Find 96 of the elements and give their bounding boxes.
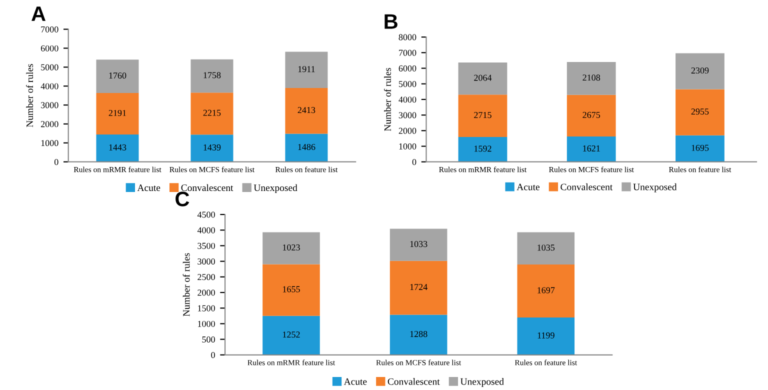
y-tick-label: 1000	[198, 320, 215, 327]
y-tick-label: 4000	[40, 83, 58, 90]
y-tick-label: 4000	[398, 96, 416, 103]
data-label: 1023	[283, 244, 300, 251]
bar	[262, 316, 320, 355]
data-label: 2955	[691, 108, 709, 115]
y-tick-label: 1000	[41, 140, 58, 146]
y-tick-label: 5000	[398, 80, 416, 88]
bar	[190, 92, 234, 135]
bar	[517, 317, 575, 355]
data-label: 1724	[410, 284, 428, 290]
y-tick-label: 6000	[398, 65, 416, 72]
y-tick-label: 0	[211, 352, 215, 358]
bar	[96, 134, 139, 162]
bar	[190, 59, 234, 93]
data-label: 2215	[203, 110, 221, 116]
legend-label: Unexposed	[254, 184, 298, 194]
legend-label: Acute	[516, 184, 540, 190]
data-label: 1695	[692, 144, 709, 151]
y-tick-label: 3500	[198, 242, 215, 249]
legend-label: Convalescent	[560, 183, 613, 190]
y-tick-label: 3000	[41, 102, 58, 108]
legend-label: Acute	[344, 378, 367, 385]
chart-title: B	[384, 14, 398, 29]
data-label: 2191	[108, 110, 126, 116]
y-tick-label: 1500	[198, 305, 215, 312]
bar	[458, 94, 508, 138]
y-tick-label: 2000	[198, 290, 215, 296]
data-label: 1443	[109, 144, 126, 150]
y-tick-label: 5000	[41, 64, 58, 70]
bar	[262, 264, 320, 316]
y-axis-title: Number of rules	[26, 64, 34, 128]
bar	[517, 264, 575, 318]
bar	[676, 89, 724, 136]
y-tick-label: 500	[202, 336, 215, 343]
y-tick-label: 4000	[197, 227, 215, 234]
data-label: 1033	[410, 240, 428, 248]
legend-label: Unexposed	[460, 378, 504, 387]
bar	[285, 88, 328, 134]
bar	[390, 260, 448, 315]
bar	[676, 53, 724, 90]
data-label: 2715	[474, 112, 492, 118]
bar	[390, 314, 448, 355]
legend-label: Convalescent	[181, 184, 234, 192]
y-axis-title: Number of rules	[384, 68, 391, 132]
y-tick-label: 7000	[41, 26, 58, 32]
bar	[190, 134, 234, 162]
chart-title: C	[176, 192, 190, 206]
data-label: 2675	[582, 112, 600, 118]
y-tick-label: 3000	[398, 112, 416, 118]
bar	[285, 134, 328, 162]
data-label: 2064	[474, 74, 492, 81]
y-axis-title: Number of rules	[182, 253, 190, 316]
bar	[458, 137, 508, 162]
y-tick-label: 7000	[399, 50, 416, 56]
y-tick-label: 2000	[40, 121, 58, 128]
data-label: 1035	[538, 244, 555, 251]
bar	[390, 228, 448, 261]
bar	[566, 136, 616, 162]
bar	[676, 135, 724, 162]
bar	[285, 52, 328, 88]
y-tick-label: 8000	[398, 34, 416, 40]
bar	[566, 62, 616, 95]
data-label: 1758	[204, 72, 221, 78]
data-label: 1655	[283, 286, 300, 292]
y-tick-label: 3000	[198, 258, 215, 265]
bar	[566, 94, 616, 137]
y-tick-label: 0	[412, 158, 416, 166]
y-tick-label: 2500	[198, 274, 215, 280]
data-label: 1760	[109, 72, 126, 79]
bar	[458, 62, 508, 95]
y-tick-label: 0	[54, 158, 58, 166]
data-label: 2309	[691, 67, 709, 74]
y-tick-label: 2000	[398, 128, 416, 134]
legend-label: Convalescent	[388, 378, 440, 385]
data-label: 1621	[583, 145, 600, 152]
data-label: 1252	[283, 332, 300, 338]
y-tick-label: 6000	[40, 45, 58, 52]
legend-label: Acute	[137, 184, 160, 192]
y-tick-label: 4500	[197, 212, 215, 218]
data-label: 2108	[582, 74, 600, 81]
data-label: 1486	[298, 144, 316, 150]
legend-label: Unexposed	[633, 183, 677, 192]
bar	[96, 60, 139, 94]
data-label: 1199	[538, 332, 554, 338]
data-label: 1439	[204, 144, 221, 150]
data-label: 1288	[410, 330, 428, 338]
chart-title: A	[32, 6, 46, 21]
y-tick-label: 1000	[399, 143, 416, 150]
data-label: 2413	[298, 107, 316, 114]
data-label: 1592	[474, 146, 492, 152]
bar	[262, 232, 320, 264]
bar	[517, 232, 575, 265]
bar	[96, 93, 139, 135]
data-label: 1911	[298, 66, 315, 72]
data-label: 1697	[538, 287, 555, 294]
